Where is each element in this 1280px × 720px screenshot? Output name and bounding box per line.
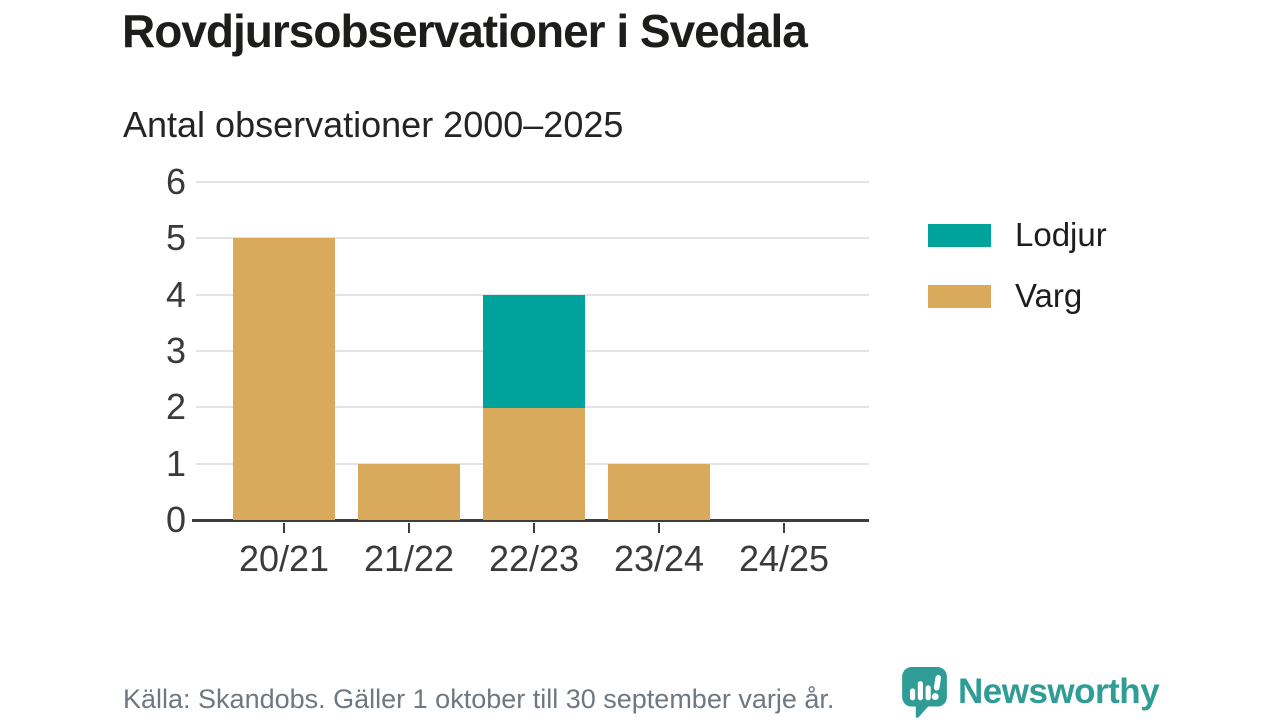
y-tick-label: 4 (165, 273, 186, 315)
x-tick-label: 21/22 (363, 538, 455, 579)
y-tick-label: 1 (165, 442, 186, 484)
brand-wordmark: Newsworthy (958, 672, 1160, 711)
plot-area: 20/21 21/22 22/23 23/24 24/25 (192, 181, 869, 579)
brand-logo: Newsworthy (899, 666, 1160, 718)
legend-item-varg: Varg (928, 277, 1107, 315)
legend: Lodjur Varg (928, 216, 1107, 338)
page-title: Rovdjursobservationer i Svedala (122, 5, 808, 57)
x-tick-label: 22/23 (488, 538, 580, 579)
x-tick-label: 24/25 (738, 538, 830, 579)
bar-segment-varg-21/22 (358, 464, 460, 520)
bar-segment-varg-22/23 (483, 407, 585, 520)
x-tick-label: 23/24 (613, 538, 705, 579)
y-tick-label: 2 (165, 386, 186, 428)
gridline (196, 181, 869, 183)
legend-swatch-varg (928, 284, 991, 308)
legend-label: Varg (1015, 277, 1083, 314)
x-tick (283, 523, 285, 533)
gridline (196, 293, 869, 296)
bar-segment-varg-23/24 (608, 464, 710, 520)
newsworthy-speech-bubble-icon (902, 667, 947, 718)
x-tick-label: 20/21 (238, 538, 330, 579)
chart-subtitle: Antal observationer 2000–2025 (123, 104, 624, 145)
legend-swatch-lodjur (928, 223, 991, 247)
bar-segment-varg-20/21 (233, 238, 335, 520)
x-tick (533, 523, 535, 533)
y-tick-label: 0 (165, 499, 186, 540)
y-tick-label: 6 (165, 161, 186, 202)
x-tick (408, 523, 410, 533)
legend-item-lodjur: Lodjur (928, 216, 1107, 254)
x-tick (783, 523, 785, 533)
y-axis: 0 1 2 3 4 5 6 (128, 161, 186, 540)
x-tick (658, 523, 660, 533)
y-tick-label: 5 (165, 217, 186, 259)
bar-segment-lodjur-22/23 (483, 295, 585, 408)
source-note: Källa: Skandobs. Gäller 1 oktober till 3… (123, 684, 835, 714)
y-tick-label: 3 (165, 330, 186, 371)
legend-label: Lodjur (1015, 216, 1107, 253)
x-axis-line (192, 519, 869, 522)
gridline (196, 237, 869, 240)
